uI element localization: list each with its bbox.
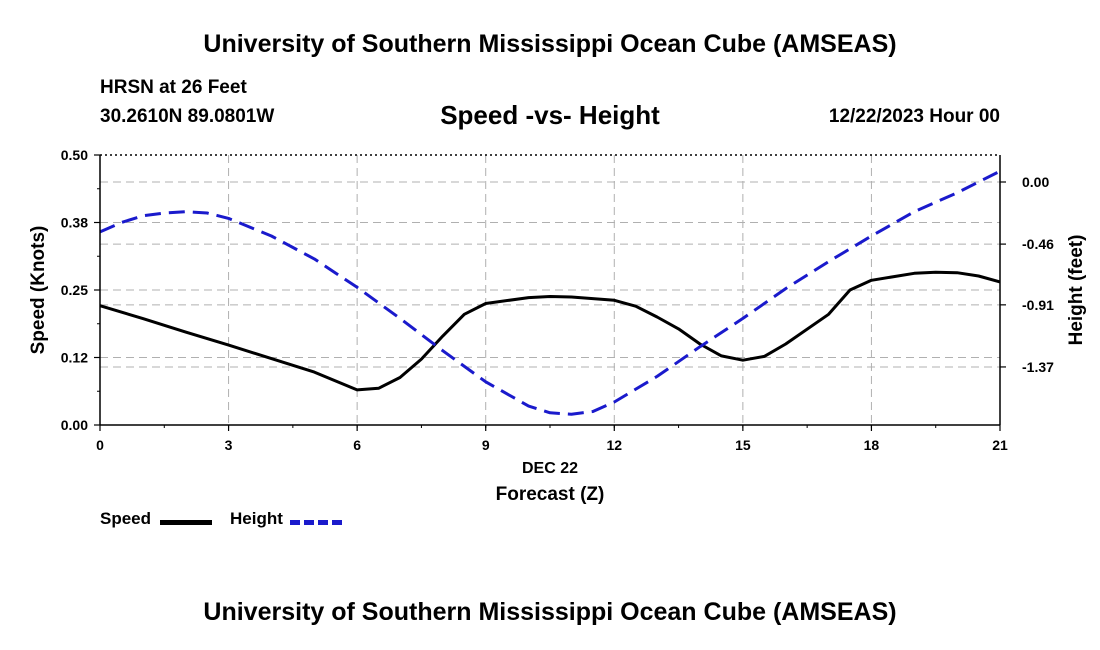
y-tick-label: 0.25 (61, 282, 88, 298)
y-tick-label: 0.50 (61, 147, 88, 163)
grid (100, 155, 1000, 425)
legend-height-swatch (290, 520, 342, 525)
chart-subtitle: Speed -vs- Height (440, 100, 660, 130)
x-tick-label: 18 (864, 437, 880, 453)
x-axis-title: Forecast (Z) (496, 484, 605, 505)
y2-axis-title: Height (feet) (1066, 235, 1087, 346)
forecast-datetime: 12/22/2023 Hour 00 (828, 106, 1000, 127)
series-layer (99, 169, 1001, 416)
y2-tick-label: -0.91 (1022, 297, 1054, 313)
x-tick-label: 12 (606, 437, 622, 453)
legend-height-label: Height (230, 509, 283, 528)
x-tick-label: 6 (353, 437, 361, 453)
y2-tick-label: -1.37 (1022, 359, 1054, 375)
x-axis-sublabel: DEC 22 (522, 460, 578, 477)
footer-title: University of Southern Mississippi Ocean… (203, 598, 897, 626)
y-tick-label: 0.00 (61, 417, 88, 433)
x-tick-label: 0 (96, 437, 104, 453)
y2-tick-label: -0.46 (1022, 236, 1054, 252)
y-tick-label: 0.38 (61, 215, 88, 231)
legend-speed-swatch (160, 520, 212, 525)
x-tick-label: 9 (482, 437, 490, 453)
speed-line (99, 270, 1001, 392)
x-tick-label: 3 (225, 437, 233, 453)
y-tick-label: 0.12 (61, 350, 88, 366)
x-tick-label: 21 (992, 437, 1008, 453)
page-title: University of Southern Mississippi Ocean… (203, 30, 897, 58)
station-label: HRSN at 26 Feet (100, 77, 247, 98)
y-axis-title: Speed (Knots) (28, 226, 49, 355)
axes: 0 3 6 9 12 15 18 21 0.00 0.12 0.25 0.38 0.50 0.00 -0.4… (61, 147, 1054, 453)
legend-speed-label: Speed (100, 509, 152, 528)
height-line (99, 169, 1001, 416)
x-tick-label: 15 (735, 437, 751, 453)
y2-tick-label: 0.00 (1022, 174, 1049, 190)
coordinates-label: 30.2610N 89.0801W (100, 106, 275, 127)
